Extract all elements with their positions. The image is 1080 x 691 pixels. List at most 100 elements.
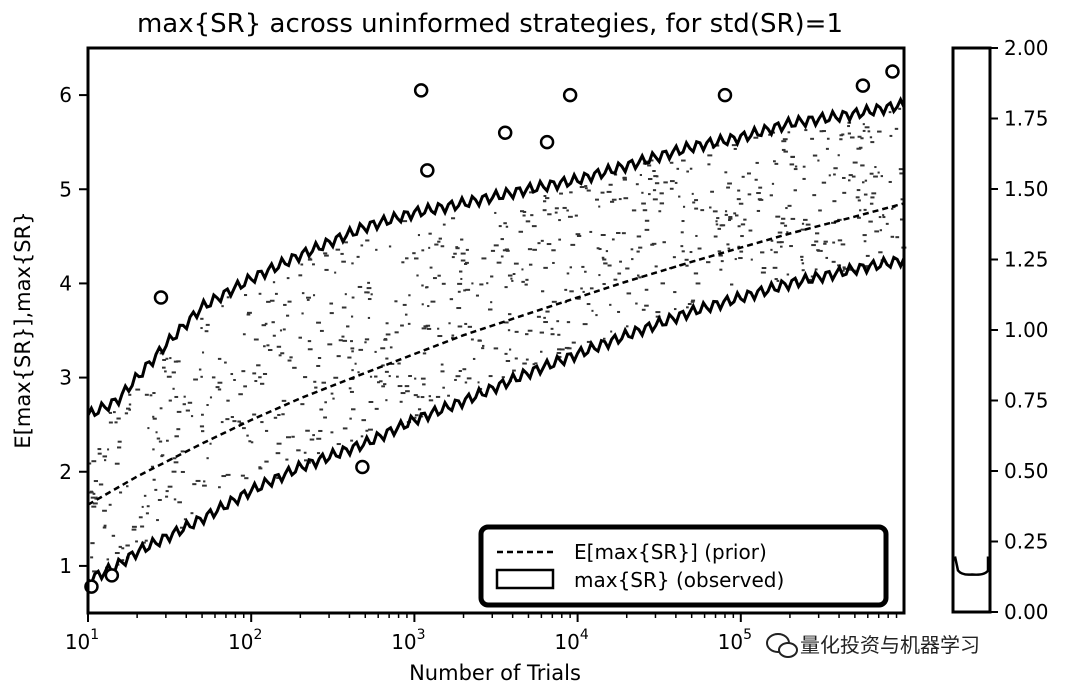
scatter-dot — [521, 280, 525, 283]
scatter-dot — [456, 307, 462, 310]
scatter-dot — [545, 197, 550, 200]
scatter-dot — [528, 263, 533, 266]
scatter-dot — [864, 126, 870, 129]
scatter-dot — [428, 232, 432, 235]
scatter-dot — [543, 321, 548, 324]
scatter-dot — [579, 186, 585, 189]
scatter-dot — [238, 393, 243, 396]
scatter-dot — [617, 272, 622, 275]
scatter-dot — [724, 210, 728, 213]
scatter-dot — [173, 461, 179, 464]
scatter-dot — [176, 360, 181, 363]
scatter-dot — [610, 330, 613, 333]
scatter-dot — [428, 395, 432, 398]
scatter-dot — [225, 473, 231, 476]
scatter-dot — [281, 413, 285, 416]
scatter-dot — [660, 282, 666, 285]
scatter-dot — [477, 339, 482, 342]
scatter-dot — [144, 539, 148, 542]
watermark: 量化投资与机器学习 — [758, 622, 1080, 664]
scatter-dot — [459, 270, 463, 273]
scatter-dot — [685, 264, 689, 267]
scatter-dot — [349, 417, 352, 420]
scatter-dot — [481, 257, 487, 260]
scatter-dot — [390, 362, 395, 365]
scatter-dot — [566, 209, 569, 212]
scatter-dot — [582, 290, 585, 293]
scatter-dot — [479, 283, 484, 286]
scatter-dot — [140, 525, 145, 528]
scatter-dot — [258, 376, 262, 379]
scatter-dot — [298, 274, 303, 277]
scatter-dot — [695, 282, 701, 285]
scatter-dot — [626, 292, 632, 295]
scatter-dot — [121, 559, 125, 562]
scatter-dot — [712, 210, 718, 213]
scatter-dot — [502, 249, 507, 252]
scatter-dot — [486, 282, 489, 285]
scatter-dot — [659, 202, 665, 205]
scatter-dot — [747, 193, 752, 196]
scatter-dot — [199, 425, 205, 428]
scatter-dot — [124, 412, 129, 415]
scatter-dot — [374, 375, 378, 378]
scatter-dot — [462, 368, 467, 371]
scatter-dot — [569, 290, 574, 293]
scatter-dot — [863, 240, 867, 243]
scatter-dot — [610, 200, 615, 203]
scatter-dot — [729, 283, 734, 286]
scatter-dot — [367, 428, 373, 431]
scatter-dot — [622, 178, 627, 181]
scatter-dot — [625, 325, 629, 328]
scatter-dot — [118, 545, 122, 548]
scatter-dot — [847, 132, 851, 135]
legend-box — [478, 524, 889, 608]
scatter-dot — [351, 350, 354, 353]
scatter-dot — [800, 228, 806, 231]
scatter-dot — [571, 341, 576, 344]
scatter-dot — [274, 292, 278, 295]
scatter-dot — [329, 312, 334, 315]
scatter-dot — [856, 147, 862, 150]
scatter-dot — [654, 265, 658, 268]
scatter-dot — [540, 239, 544, 242]
y-axis-ticks: 1 2 3 4 5 6 — [59, 83, 88, 578]
scatter-dot — [351, 369, 354, 372]
scatter-dot — [785, 207, 788, 210]
scatter-dot — [494, 211, 497, 214]
scatter-dot — [691, 192, 694, 195]
scatter-dot — [882, 216, 886, 219]
x-tick-label: 101 — [65, 627, 99, 654]
scatter-dot — [595, 314, 598, 317]
scatter-dot — [347, 356, 352, 359]
scatter-dot — [323, 416, 327, 419]
scatter-dot — [350, 439, 354, 442]
scatter-dot — [324, 401, 327, 404]
scatter-dot — [455, 375, 461, 378]
scatter-dot — [527, 329, 533, 332]
scatter-dot — [862, 234, 867, 237]
scatter-dot — [662, 241, 666, 244]
scatter-dot — [889, 134, 893, 137]
scatter-dot — [770, 239, 774, 242]
scatter-dot — [397, 362, 401, 365]
scatter-dot — [812, 194, 817, 197]
scatter-dot — [334, 271, 337, 274]
scatter-dot — [658, 210, 662, 213]
scatter-dot — [316, 452, 321, 455]
scatter-dot — [840, 243, 846, 246]
scatter-dot — [414, 416, 417, 419]
scatter-dot — [351, 262, 354, 265]
scatter-dot — [811, 244, 816, 247]
sample-scatter — [88, 107, 907, 573]
scatter-dot — [90, 542, 95, 545]
scatter-dot — [774, 162, 779, 165]
scatter-dot — [564, 288, 568, 291]
scatter-dot — [566, 272, 570, 275]
scatter-dot — [312, 263, 315, 266]
scatter-dot — [435, 395, 441, 398]
scatter-dot — [682, 205, 686, 208]
scatter-dot — [631, 258, 634, 261]
scatter-dot — [720, 260, 724, 263]
scatter-dot — [598, 248, 602, 251]
